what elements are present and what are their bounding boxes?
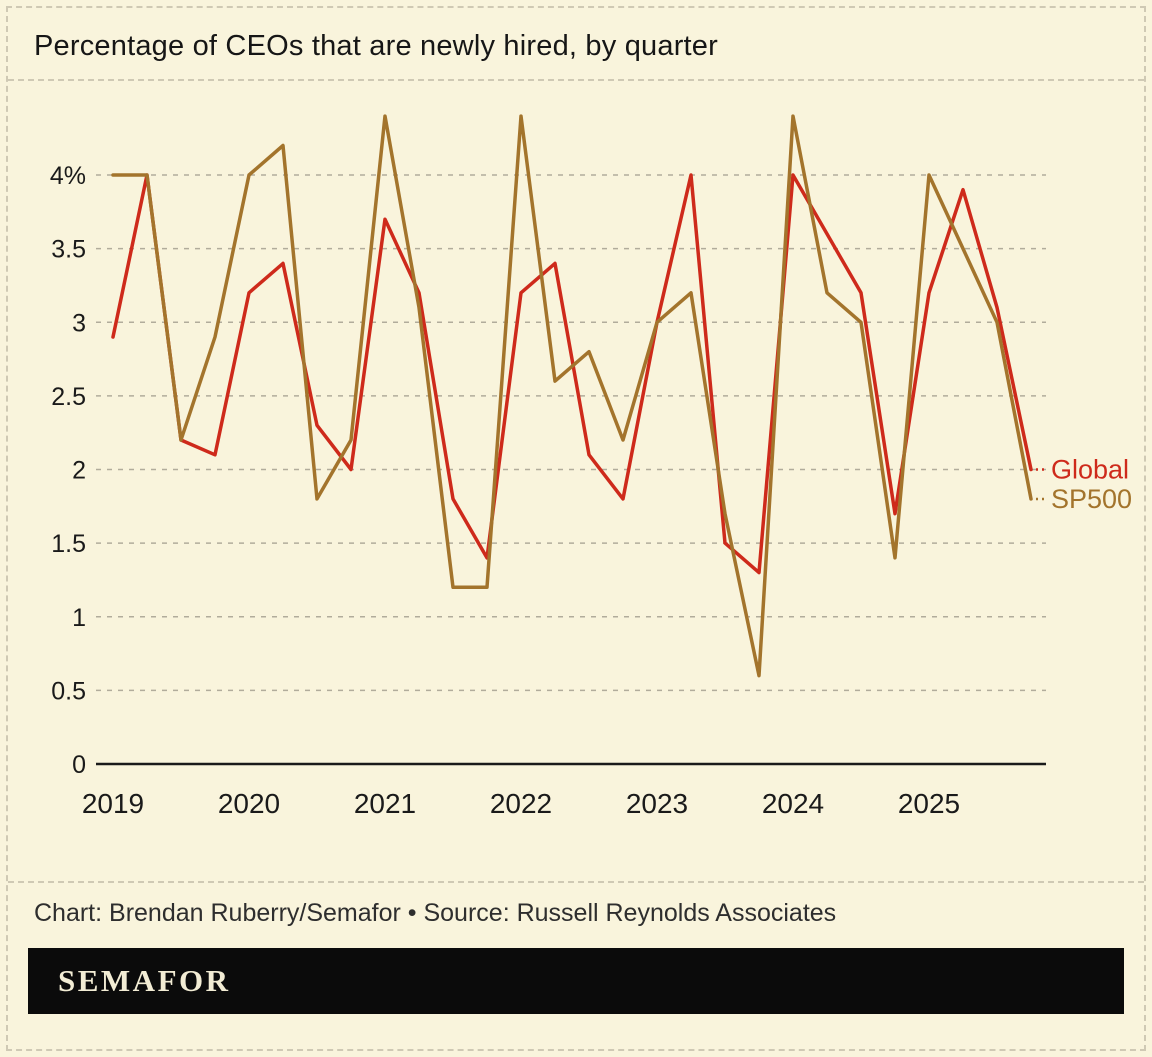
chart-title: Percentage of CEOs that are newly hired,… (34, 30, 718, 62)
header-divider (8, 79, 1144, 81)
x-tick-label: 2024 (762, 788, 824, 819)
x-tick-label: 2023 (626, 788, 688, 819)
series-label-sp500: SP500 (1051, 484, 1132, 514)
credit-row: Chart: Brendan Ruberry/Semafor • Source:… (8, 883, 1144, 942)
y-tick-label: 4% (50, 162, 86, 190)
y-tick-label: 3.5 (51, 236, 86, 264)
chart-card: Percentage of CEOs that are newly hired,… (6, 6, 1146, 1051)
x-tick-label: 2020 (218, 788, 280, 819)
series-label-global: Global (1051, 455, 1129, 485)
credit-line: Chart: Brendan Ruberry/Semafor • Source:… (34, 899, 837, 927)
x-tick-label: 2025 (898, 788, 960, 819)
semafor-logo: SEMAFOR (58, 963, 231, 998)
series-line-global (111, 173, 1033, 575)
chart-header: Percentage of CEOs that are newly hired,… (8, 8, 1144, 79)
line-chart: 0 0.5 1 1.5 2 2.5 3 3.5 4% 2019 2020 2021 2022 2023 20… (50, 114, 1132, 819)
y-tick-label: 2 (72, 457, 86, 485)
x-tick-label: 2022 (490, 788, 552, 819)
y-tick-label: 1.5 (51, 530, 86, 558)
logo-bar: SEMAFOR (28, 948, 1124, 1014)
y-tick-label: 3 (72, 309, 86, 337)
y-tick-label: 1 (72, 604, 86, 632)
y-tick-label: 0 (72, 751, 86, 779)
x-tick-label: 2019 (82, 788, 144, 819)
x-tick-label: 2021 (354, 788, 416, 819)
y-tick-label: 0.5 (51, 677, 86, 705)
series-line-sp500 (111, 114, 1033, 678)
footer-divider (8, 881, 1144, 883)
y-tick-label: 2.5 (51, 383, 86, 411)
